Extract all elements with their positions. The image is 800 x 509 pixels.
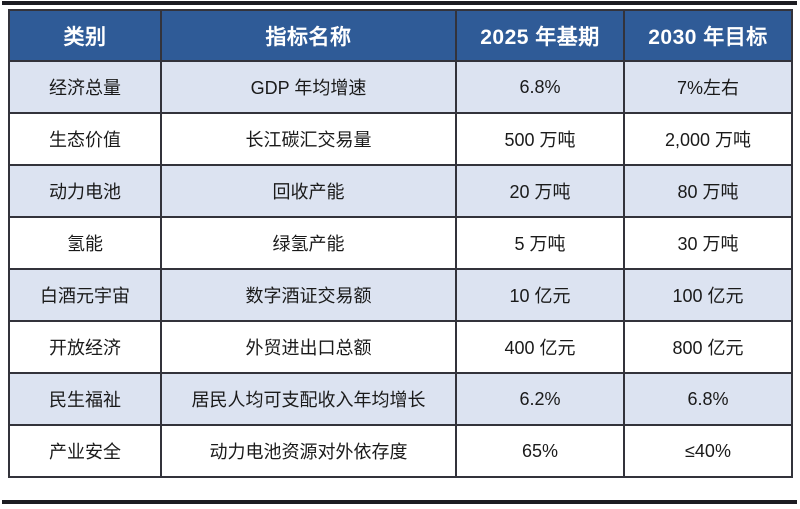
category-cell: 经济总量 [8,60,162,114]
bottom-rule-divider [2,500,797,504]
header-row: 类别 指标名称 2025 年基期 2030 年目标 [8,9,793,62]
table-row: 民生福祉 居民人均可支配收入年均增长 6.2% 6.8% [8,372,793,426]
category-cell: 动力电池 [8,164,162,218]
category-cell: 开放经济 [8,320,162,374]
target-2030-cell: 2,000 万吨 [623,112,793,166]
table-row: 产业安全 动力电池资源对外依存度 65% ≤40% [8,424,793,478]
target-2030-cell: 7%左右 [623,60,793,114]
table-row: 生态价值 长江碳汇交易量 500 万吨 2,000 万吨 [8,112,793,166]
header-cell-category: 类别 [8,9,162,62]
target-2030-cell: 100 亿元 [623,268,793,322]
base-2025-cell: 10 亿元 [455,268,625,322]
header-cell-base-2025: 2025 年基期 [455,9,625,62]
target-2030-cell: 800 亿元 [623,320,793,374]
indicator-cell: 外贸进出口总额 [160,320,457,374]
category-cell: 氢能 [8,216,162,270]
indicator-cell: 居民人均可支配收入年均增长 [160,372,457,426]
base-2025-cell: 6.2% [455,372,625,426]
header-cell-target-2030: 2030 年目标 [623,9,793,62]
category-cell: 民生福祉 [8,372,162,426]
category-cell: 产业安全 [8,424,162,478]
category-cell: 白酒元宇宙 [8,268,162,322]
table-row: 氢能 绿氢产能 5 万吨 30 万吨 [8,216,793,270]
base-2025-cell: 65% [455,424,625,478]
indicator-cell: 动力电池资源对外依存度 [160,424,457,478]
target-2030-cell: 6.8% [623,372,793,426]
indicator-cell: 长江碳汇交易量 [160,112,457,166]
top-rule-divider [2,1,797,5]
indicator-cell: 绿氢产能 [160,216,457,270]
base-2025-cell: 6.8% [455,60,625,114]
indicator-cell: GDP 年均增速 [160,60,457,114]
base-2025-cell: 20 万吨 [455,164,625,218]
indicator-table: 类别 指标名称 2025 年基期 2030 年目标 经济总量 GDP 年均增速 … [8,9,793,478]
table-row: 开放经济 外贸进出口总额 400 亿元 800 亿元 [8,320,793,374]
indicator-cell: 数字酒证交易额 [160,268,457,322]
base-2025-cell: 500 万吨 [455,112,625,166]
target-2030-cell: 80 万吨 [623,164,793,218]
indicator-cell: 回收产能 [160,164,457,218]
table-row: 白酒元宇宙 数字酒证交易额 10 亿元 100 亿元 [8,268,793,322]
table-row: 经济总量 GDP 年均增速 6.8% 7%左右 [8,60,793,114]
target-2030-cell: ≤40% [623,424,793,478]
category-cell: 生态价值 [8,112,162,166]
table-row: 动力电池 回收产能 20 万吨 80 万吨 [8,164,793,218]
header-cell-indicator: 指标名称 [160,9,457,62]
base-2025-cell: 5 万吨 [455,216,625,270]
base-2025-cell: 400 亿元 [455,320,625,374]
target-2030-cell: 30 万吨 [623,216,793,270]
